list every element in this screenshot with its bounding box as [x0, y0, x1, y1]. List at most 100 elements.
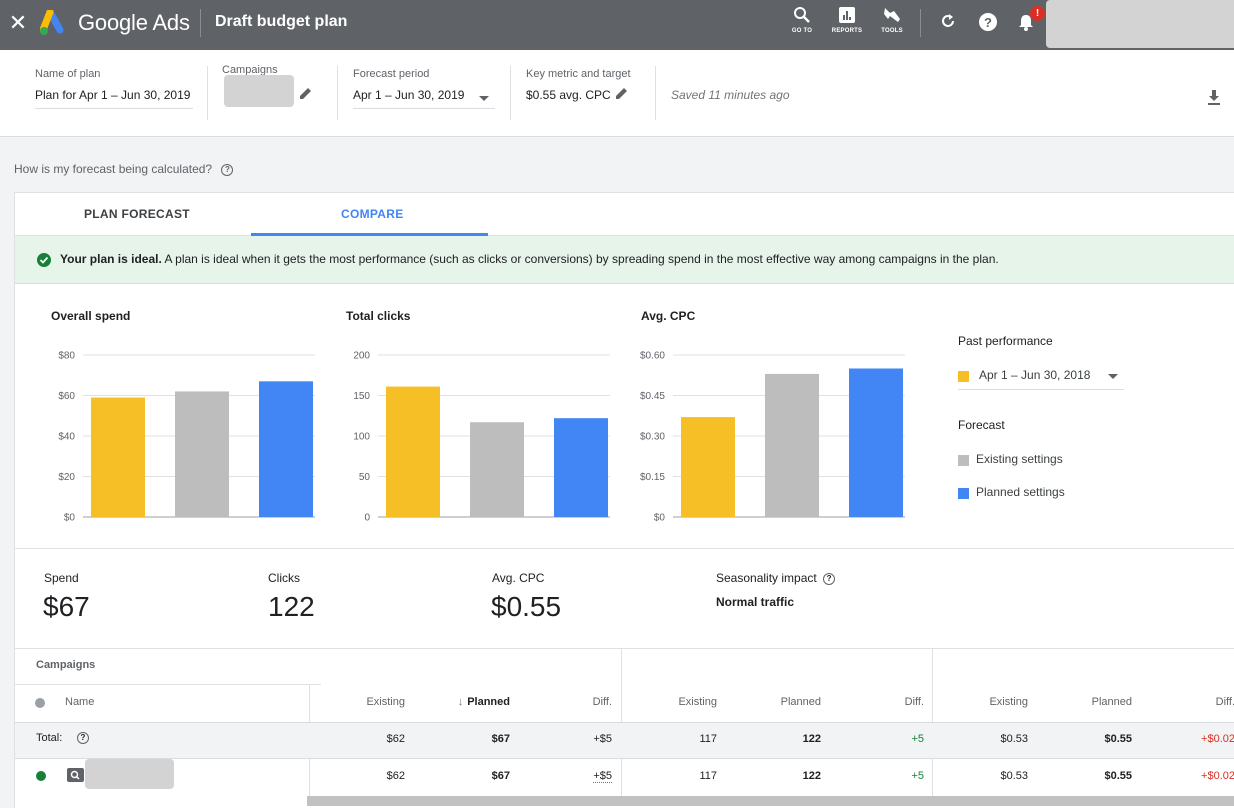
row-diff-spend-value: +$5 — [593, 770, 612, 783]
search-icon — [794, 7, 810, 23]
key-metric-value: $0.55 avg. CPC — [526, 88, 611, 102]
name-column-header[interactable]: Name — [65, 696, 95, 708]
tools-button[interactable]: TOOLS — [872, 6, 912, 34]
summary-cpc-value: $0.55 — [491, 591, 562, 622]
clicks-bar-chart: 0 50 100 150 200 — [353, 351, 610, 524]
tab-plan-forecast[interactable]: PLAN FORECAST — [84, 207, 190, 221]
divider — [510, 66, 511, 120]
y-tick-label: $0.60 — [640, 351, 665, 362]
y-tick-label: 200 — [353, 351, 370, 362]
y-tick-label: $0 — [64, 513, 76, 524]
col-header-existing-spend[interactable]: Existing — [366, 696, 405, 708]
y-tick-label: 0 — [364, 513, 370, 524]
seasonality-label: Seasonality impact ? — [716, 571, 836, 585]
row-planned-clicks: 122 — [802, 770, 821, 782]
campaigns-field[interactable]: Campaigns — [222, 64, 312, 107]
col-header-diff-cpc[interactable]: Diff. — [1215, 696, 1234, 708]
goto-button[interactable]: GO TO — [782, 6, 822, 34]
forecast-help-link[interactable]: How is my forecast being calculated? ? — [14, 162, 234, 176]
forecast-period-select[interactable]: Forecast period Apr 1 – Jun 30, 2019 — [353, 68, 495, 109]
col-header-planned-clicks[interactable]: Planned — [780, 696, 821, 708]
reports-button[interactable]: REPORTS — [827, 6, 867, 34]
col-header-existing-clicks[interactable]: Existing — [678, 696, 717, 708]
past-period-select[interactable]: Apr 1 – Jun 30, 2018 — [958, 363, 1124, 390]
edit-icon[interactable] — [614, 86, 629, 101]
bar-existing[interactable] — [175, 391, 229, 517]
total-planned-spend: $67 — [491, 733, 510, 745]
col-header-diff-spend[interactable]: Diff. — [592, 696, 612, 708]
account-info[interactable] — [1046, 0, 1234, 48]
brand-name: Google Ads — [78, 10, 190, 35]
y-tick-label: $0.15 — [640, 472, 665, 483]
check-circle-icon — [37, 253, 51, 267]
bar-past[interactable] — [681, 417, 735, 517]
seasonality-value: Normal traffic — [716, 595, 795, 609]
reports-icon — [839, 7, 855, 23]
chart-title-cpc: Avg. CPC — [641, 309, 696, 323]
y-tick-label: $60 — [58, 391, 75, 402]
bar-existing[interactable] — [470, 422, 524, 517]
row-planned-cpc: $0.55 — [1104, 770, 1132, 782]
summary-spend-label: Spend — [44, 571, 79, 585]
search-campaign-icon — [67, 768, 84, 782]
campaign-name-redacted[interactable] — [85, 759, 174, 789]
col-header-diff-clicks[interactable]: Diff. — [904, 696, 924, 708]
divider — [337, 66, 338, 120]
tools-label: TOOLS — [881, 28, 903, 34]
key-metric-field[interactable]: Key metric and target $0.55 avg. CPC — [526, 68, 646, 102]
horizontal-scrollbar[interactable] — [307, 796, 1234, 806]
summary-clicks-value: 122 — [268, 591, 315, 622]
col-header-existing-cpc[interactable]: Existing — [989, 696, 1028, 708]
total-existing-cpc: $0.53 — [1000, 733, 1028, 745]
plan-settings-bar: Name of plan Plan for Apr 1 – Jun 30, 20… — [0, 50, 1234, 137]
y-tick-label: $0.30 — [640, 432, 665, 443]
key-metric-label: Key metric and target — [526, 68, 631, 80]
row-existing-cpc: $0.53 — [1000, 770, 1028, 782]
total-planned-cpc: $0.55 — [1104, 733, 1132, 745]
legend-swatch-planned — [958, 488, 969, 499]
refresh-icon[interactable] — [939, 12, 957, 30]
divider — [207, 66, 208, 120]
google-ads-logo — [40, 10, 64, 35]
bar-existing[interactable] — [765, 373, 819, 517]
help-icon[interactable]: ? — [823, 572, 836, 585]
help-icon[interactable]: ? — [77, 732, 89, 744]
col-header-planned-cpc[interactable]: Planned — [1091, 696, 1132, 708]
goto-label: GO TO — [791, 28, 813, 34]
row-planned-spend: $67 — [491, 770, 510, 782]
ideal-plan-heading: Your plan is ideal. — [60, 252, 162, 266]
chart-title-clicks: Total clicks — [346, 309, 411, 323]
bar-planned[interactable] — [849, 368, 903, 518]
bar-past[interactable] — [386, 386, 440, 517]
row-existing-spend: $62 — [386, 770, 405, 782]
bar-planned[interactable] — [554, 418, 608, 517]
help-icon[interactable]: ? — [978, 12, 998, 32]
y-tick-label: $0.45 — [640, 391, 665, 402]
row-diff-clicks: +5 — [911, 770, 924, 782]
total-planned-clicks: 122 — [802, 733, 821, 745]
top-app-bar: ✕ Google Ads Draft budget plan GO TO REP… — [0, 0, 1234, 50]
bar-past[interactable] — [91, 397, 145, 517]
divider — [655, 66, 656, 120]
total-existing-clicks: 117 — [699, 733, 717, 745]
row-diff-cpc: +$0.02 — [1201, 770, 1234, 782]
ideal-plan-banner: Your plan is ideal. A plan is ideal when… — [15, 236, 1234, 284]
campaigns-redacted — [224, 75, 294, 107]
y-tick-label: 150 — [353, 391, 370, 402]
edit-icon[interactable] — [298, 86, 313, 101]
y-tick-label: $20 — [58, 472, 75, 483]
summary-cpc-label: Avg. CPC — [492, 571, 545, 585]
close-icon[interactable]: ✕ — [8, 10, 28, 35]
notifications-icon[interactable] — [1017, 13, 1035, 31]
tab-compare[interactable]: COMPARE — [341, 207, 404, 221]
bar-planned[interactable] — [259, 381, 313, 517]
col-header-planned-spend-label: Planned — [467, 696, 510, 708]
plan-name-field[interactable]: Name of plan Plan for Apr 1 – Jun 30, 20… — [35, 68, 193, 109]
legend-planned: Planned settings — [976, 485, 1065, 499]
legend-existing: Existing settings — [976, 452, 1063, 466]
plan-name-value: Plan for Apr 1 – Jun 30, 2019 — [35, 88, 191, 102]
campaigns-table-title: Campaigns — [36, 659, 96, 671]
download-icon[interactable] — [1207, 89, 1221, 105]
col-header-planned-spend[interactable]: ↓ Planned — [410, 696, 510, 708]
legend-forecast-title: Forecast — [958, 418, 1005, 432]
